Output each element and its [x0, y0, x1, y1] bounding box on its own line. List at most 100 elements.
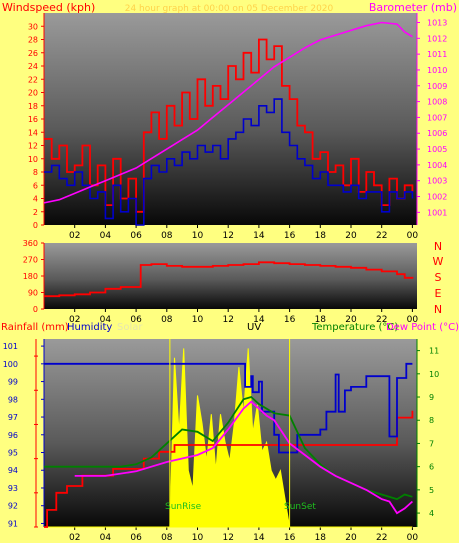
barometer-tick-label: 1013 [427, 18, 447, 27]
windspeed-tick-label: 14 [28, 128, 38, 137]
temperature-tick-label: 9 [429, 393, 434, 402]
humidity-tick-label: 100 [3, 360, 18, 369]
solar-label: Solar [117, 322, 143, 333]
humidity-tick-label: 94 [8, 466, 18, 475]
rain-x-tick-label: 02 [69, 533, 80, 543]
temperature-tick-label: 4 [429, 509, 434, 518]
barometer-tick-label: 1008 [427, 98, 447, 107]
dewpoint-label: Dew Point (°C) [386, 322, 459, 333]
barometer-tick-label: 1004 [427, 161, 447, 170]
temperature-tick-label: 8 [429, 416, 434, 425]
barometer-tick-label: 1003 [427, 177, 447, 186]
compass-label-1: W [433, 255, 444, 268]
rainfall-label: Rainfall (mm) [1, 322, 69, 333]
rain-x-tick-label: 08 [161, 533, 173, 543]
temperature-tick-label: 5 [429, 486, 434, 495]
compass-label-4: N [434, 303, 442, 316]
bearing-series-line [44, 261, 414, 298]
compass-label-0: N [434, 240, 442, 253]
humidity-tick-label: 99 [8, 378, 18, 387]
barometer-tick-label: 1006 [427, 129, 447, 138]
windspeed-label: Windspeed (kph) [2, 1, 95, 14]
windspeed-tick-label: 0 [33, 221, 38, 230]
rain-x-tick-label: 06 [130, 533, 142, 543]
direction-x-tick-label: 02 [69, 315, 80, 325]
wind-x-tick-label: 08 [161, 231, 173, 241]
temperature-label: Temperature (°C) [311, 322, 398, 333]
direction-x-tick-label: 18 [315, 315, 327, 325]
humidity-label: Humidity [67, 322, 112, 333]
direction-plot-area [44, 243, 417, 309]
windspeed-tick-label: 12 [28, 142, 38, 151]
direction-x-tick-label: 06 [130, 315, 142, 325]
rain-x-tick-label: 12 [222, 533, 233, 543]
humidity-tick-label: 97 [8, 413, 18, 422]
barometer-label: Barometer (mb) [369, 1, 457, 14]
wind-x-tick-label: 18 [315, 231, 327, 241]
barometer-tick-label: 1010 [427, 66, 447, 75]
windspeed-tick-label: 22 [28, 75, 38, 84]
windspeed-tick-label: 16 [28, 115, 38, 124]
humidity-tick-label: 93 [8, 484, 18, 493]
barometer-tick-label: 1005 [427, 145, 447, 154]
rain-x-tick-label: 18 [315, 533, 327, 543]
humidity-tick-label: 95 [8, 449, 18, 458]
humidity-tick-label: 98 [8, 395, 18, 404]
solar-series-area [44, 348, 413, 528]
windspeed-tick-label: 8 [33, 168, 38, 177]
windspeed-tick-label: 28 [28, 36, 38, 45]
barometer-tick-label: 1007 [427, 113, 447, 122]
windspeed-tick-label: 30 [28, 22, 38, 31]
rain-x-tick-label: 10 [192, 533, 204, 543]
direction-x-tick-label: 12 [222, 315, 233, 325]
humidity-tick-label: 92 [8, 502, 18, 511]
wind-x-tick-label: 22 [376, 231, 387, 241]
temperature-tick-label: 6 [429, 463, 434, 472]
rain-x-tick-label: 00 [407, 533, 419, 543]
uv-label: UV [247, 322, 261, 333]
wind-x-tick-label: 00 [407, 231, 419, 241]
compass-label-2: S [435, 271, 442, 284]
barometer-tick-label: 1009 [427, 82, 447, 91]
rain-x-tick-label: 16 [284, 533, 296, 543]
temperature-tick-label: 10 [429, 370, 439, 379]
windspeed-tick-label: 2 [33, 208, 38, 217]
wind-x-tick-label: 02 [69, 231, 80, 241]
sunset-label: SunSet [284, 502, 316, 512]
wind-x-tick-label: 04 [100, 231, 112, 241]
bearing-tick-label: 180 [23, 272, 38, 281]
rain-x-tick-label: 14 [253, 533, 265, 543]
direction-x-tick-label: 10 [192, 315, 204, 325]
humidity-tick-label: 101 [3, 342, 18, 351]
sunrise-label: SunRise [165, 502, 202, 512]
barometer-tick-label: 1012 [427, 34, 447, 43]
windspeed-tick-label: 6 [33, 181, 38, 190]
direction-x-tick-label: 04 [100, 315, 112, 325]
windspeed-tick-label: 10 [28, 155, 38, 164]
bearing-tick-label: 0 [33, 305, 38, 314]
barometer-tick-label: 1002 [427, 193, 447, 202]
rain-series-line [44, 410, 414, 528]
rain-x-tick-label: 22 [376, 533, 387, 543]
compass-label-3: E [435, 287, 442, 300]
direction-x-tick-label: 20 [345, 315, 357, 325]
humidity-tick-label: 91 [8, 519, 18, 528]
rain-x-tick-label: 04 [100, 533, 112, 543]
windspeed-tick-label: 4 [33, 195, 38, 204]
windspeed-tick-label: 24 [28, 62, 38, 71]
temperature-tick-label: 11 [429, 347, 439, 356]
bearing-tick-label: 90 [28, 289, 38, 298]
windspeed-tick-label: 20 [28, 89, 38, 98]
direction-x-tick-label: 22 [376, 315, 387, 325]
direction-x-tick-label: 14 [253, 315, 265, 325]
chart-title: 24 hour graph at 00:00 on 05 December 20… [125, 4, 334, 14]
wind-x-tick-label: 12 [222, 231, 233, 241]
humidity-tick-label: 96 [8, 431, 18, 440]
pressure-series-line [43, 21, 413, 204]
direction-x-tick-label: 16 [284, 315, 296, 325]
windspeed-tick-label: 18 [28, 102, 38, 111]
windspeed-tick-label: 26 [28, 49, 38, 58]
wind-x-tick-label: 16 [284, 231, 296, 241]
bearing-tick-label: 270 [23, 256, 38, 265]
